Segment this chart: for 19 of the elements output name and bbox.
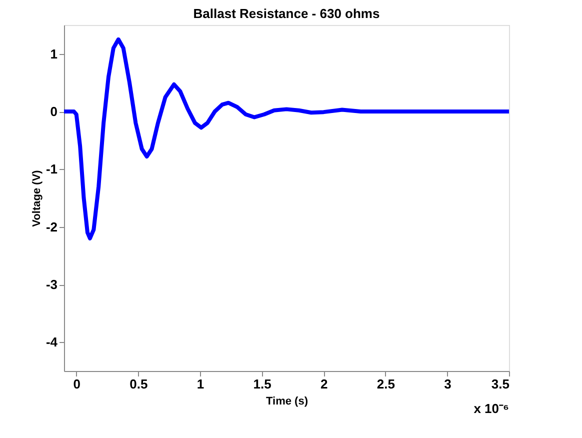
x-tick-label: 2 (320, 376, 328, 392)
line-series (62, 37, 511, 240)
x-tick-label: 2.5 (376, 376, 395, 392)
x-tick-label: 3.5 (491, 376, 510, 392)
y-axis-title: Voltage (V) (30, 170, 43, 227)
y-tick-label: -4 (46, 334, 58, 350)
y-tick-label: -1 (46, 162, 58, 177)
y-tick-label: 1 (50, 46, 58, 62)
x-tick-label: 0 (73, 376, 80, 392)
y-tick-label: -2 (46, 219, 58, 234)
text: x 10⁻⁶ (474, 401, 510, 416)
x-axis-title: Time (s) (266, 396, 308, 408)
y-tick-label: -3 (46, 277, 58, 292)
x-tick-label: 1.5 (253, 376, 272, 392)
chart-title: Ballast Resistance - 630 ohms (193, 6, 380, 21)
y-tick-label: 0 (50, 104, 58, 119)
x-tick-label: 1 (196, 376, 204, 392)
x-tick-label: 3 (444, 376, 452, 392)
x-tick-label: 0.5 (130, 376, 148, 392)
